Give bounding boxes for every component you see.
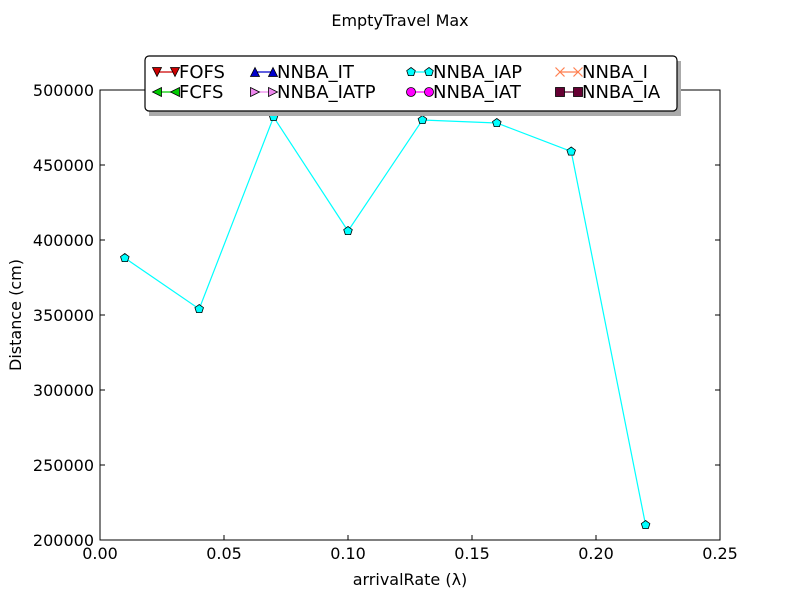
- y-axis-label: Distance (cm): [6, 259, 25, 371]
- series-line: [124, 115, 647, 526]
- legend-marker: [573, 87, 583, 97]
- x-tick-label: 0.25: [702, 544, 738, 563]
- legend-label: NNBA_IAP: [433, 62, 522, 83]
- data-point: [417, 115, 428, 125]
- y-tick-label: 500000: [33, 81, 94, 100]
- legend-item: FOFS: [151, 62, 225, 83]
- data-point: [194, 304, 204, 314]
- legend-marker: [169, 67, 181, 78]
- y-tick-label: 450000: [33, 156, 94, 175]
- legend-item: NNBA_IAT: [406, 82, 522, 103]
- legend-marker: [573, 67, 583, 77]
- x-tick-label: 0.10: [330, 544, 366, 563]
- x-axis-label: arrivalRate (λ): [353, 570, 468, 589]
- y-tick-label: 200000: [33, 531, 94, 550]
- legend-item: FCFS: [151, 82, 223, 103]
- legend-marker: [250, 86, 261, 98]
- legend-label: NNBA_IAT: [433, 82, 522, 103]
- x-axis-ticks: 0.00 0.05 0.10 0.15 0.20 0.25: [82, 90, 738, 563]
- legend-marker: [406, 67, 416, 77]
- x-tick-label: 0.15: [454, 544, 490, 563]
- data-point: [566, 146, 576, 156]
- legend-item: NNBA_IT: [249, 62, 355, 83]
- legend-label: FCFS: [179, 82, 223, 103]
- data-point: [120, 253, 130, 263]
- data-point: [343, 226, 353, 236]
- legend-label: NNBA_IATP: [277, 82, 376, 103]
- legend-label: FOFS: [179, 62, 225, 83]
- data-point: [640, 520, 651, 530]
- y-tick-label: 300000: [33, 381, 94, 400]
- data-point: [492, 118, 502, 128]
- x-tick-label: 0.20: [578, 544, 614, 563]
- y-axis-ticks: 200000 250000 300000 350000 400000 450000 5000…: [33, 81, 720, 550]
- legend-marker: [169, 86, 180, 98]
- chart-title: EmptyTravel Max: [331, 11, 468, 30]
- legend-marker: [424, 67, 434, 77]
- legend-marker: [267, 66, 279, 77]
- legend-label: NNBA_IA: [582, 82, 661, 103]
- legend-label: NNBA_IT: [277, 62, 355, 83]
- y-tick-label: 400000: [33, 231, 94, 250]
- legend-marker: [151, 86, 162, 98]
- legend-label: NNBA_I: [582, 62, 648, 83]
- legend-marker: [249, 66, 261, 77]
- legend-marker: [555, 67, 565, 77]
- y-tick-label: 250000: [33, 456, 94, 475]
- x-tick-label: 0.05: [206, 544, 242, 563]
- legend-item: NNBA_IA: [555, 82, 661, 103]
- legend-marker: [555, 87, 565, 97]
- legend-marker: [151, 67, 163, 78]
- x-tick-label: 0.00: [82, 544, 118, 563]
- y-tick-label: 350000: [33, 306, 94, 325]
- legend-marker: [424, 87, 434, 97]
- legend-marker: [268, 86, 279, 98]
- legend-marker: [406, 87, 416, 97]
- legend-item: NNBA_IATP: [250, 82, 376, 103]
- legend-item: NNBA_IAP: [406, 62, 522, 83]
- legend-box: [144, 55, 678, 112]
- legend-item: NNBA_I: [555, 62, 648, 83]
